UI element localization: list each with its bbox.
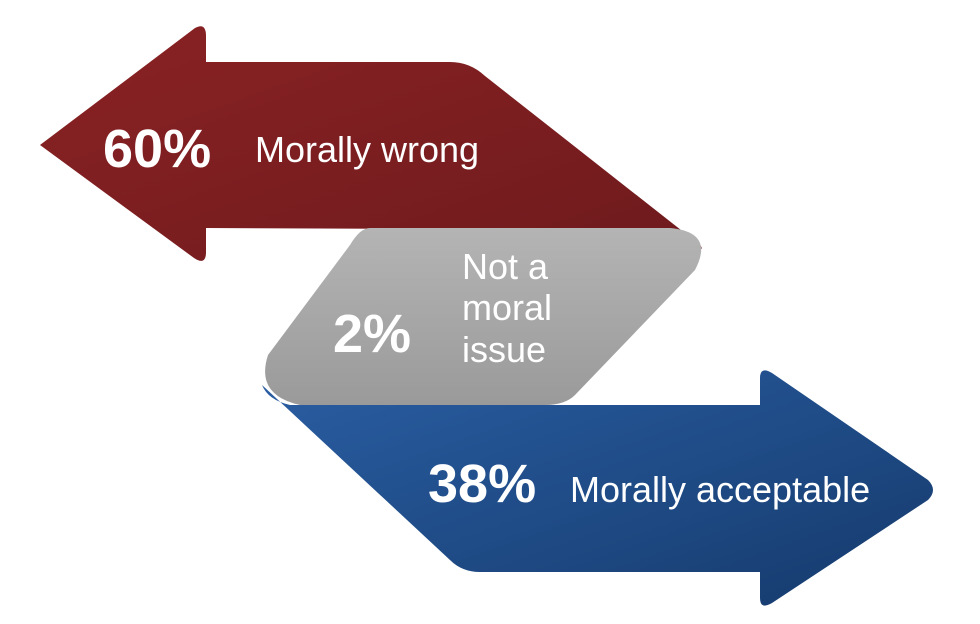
category-label: Morally wrong <box>255 129 480 170</box>
value-label: 2% <box>333 304 412 364</box>
red-arrow <box>40 26 702 261</box>
value-label: 38% <box>428 454 537 514</box>
category-label: Not a moral issue <box>462 246 553 370</box>
value-label: 60% <box>103 119 212 179</box>
category-label: Morally acceptable <box>570 469 871 510</box>
grey-band <box>265 228 702 405</box>
blue-arrow <box>262 370 933 606</box>
